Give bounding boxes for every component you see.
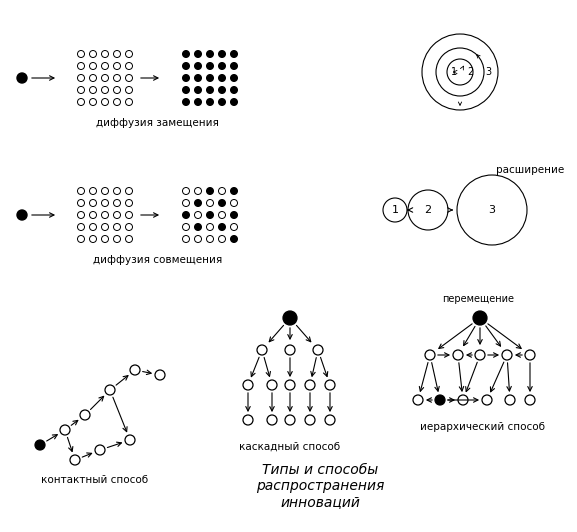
Circle shape [230,62,238,70]
Circle shape [17,73,27,83]
Text: 1: 1 [451,67,457,77]
Circle shape [194,200,201,206]
Circle shape [525,350,535,360]
Circle shape [219,223,226,230]
Circle shape [207,98,213,105]
Text: каскадный способ: каскадный способ [239,442,340,452]
Circle shape [435,395,445,405]
Circle shape [325,415,335,425]
Text: диффузия замещения: диффузия замещения [96,118,219,128]
Circle shape [219,98,226,105]
Circle shape [413,395,423,405]
Circle shape [230,51,238,57]
Circle shape [207,187,213,195]
Circle shape [219,87,226,94]
Circle shape [194,51,201,57]
Text: расширение: расширение [496,165,564,175]
Circle shape [95,445,105,455]
Circle shape [285,415,295,425]
Text: иерархический способ: иерархический способ [419,422,545,432]
Circle shape [219,74,226,81]
Text: 2: 2 [425,205,432,215]
Text: диффузия совмещения: диффузия совмещения [93,255,222,265]
Circle shape [125,435,135,445]
Circle shape [243,380,253,390]
Circle shape [182,212,189,219]
Text: Типы и способы
распространения
инноваций: Типы и способы распространения инноваций [256,463,384,510]
Circle shape [182,51,189,57]
Circle shape [207,51,213,57]
Circle shape [207,62,213,70]
Circle shape [182,74,189,81]
Circle shape [283,311,297,325]
Circle shape [219,200,226,206]
Circle shape [505,395,515,405]
Circle shape [502,350,512,360]
Circle shape [207,74,213,81]
Circle shape [182,98,189,105]
Circle shape [267,380,277,390]
Circle shape [313,345,323,355]
Circle shape [458,395,468,405]
Text: 3: 3 [489,205,496,215]
Circle shape [285,380,295,390]
Circle shape [325,380,335,390]
Text: контактный способ: контактный способ [42,475,148,485]
Circle shape [70,455,80,465]
Circle shape [425,350,435,360]
Circle shape [473,311,487,325]
Text: 1: 1 [392,205,399,215]
Circle shape [525,395,535,405]
Circle shape [475,350,485,360]
Circle shape [17,210,27,220]
Circle shape [155,370,165,380]
Circle shape [105,385,115,395]
Circle shape [453,350,463,360]
Circle shape [194,74,201,81]
Circle shape [80,410,90,420]
Circle shape [230,87,238,94]
Circle shape [257,345,267,355]
Circle shape [305,380,315,390]
Circle shape [482,395,492,405]
Circle shape [305,415,315,425]
Circle shape [182,62,189,70]
Circle shape [194,223,201,230]
Circle shape [207,212,213,219]
Circle shape [230,236,238,243]
Circle shape [285,345,295,355]
Text: 3: 3 [485,67,491,77]
Circle shape [219,62,226,70]
Circle shape [243,415,253,425]
Circle shape [207,87,213,94]
Text: 2: 2 [467,67,473,77]
Circle shape [219,51,226,57]
Circle shape [182,87,189,94]
Circle shape [194,62,201,70]
Circle shape [267,415,277,425]
Circle shape [194,87,201,94]
Circle shape [130,365,140,375]
Circle shape [230,98,238,105]
Circle shape [230,74,238,81]
Circle shape [60,425,70,435]
Text: перемещение: перемещение [442,294,514,304]
Circle shape [194,98,201,105]
Circle shape [35,440,45,450]
Circle shape [230,187,238,195]
Circle shape [230,212,238,219]
